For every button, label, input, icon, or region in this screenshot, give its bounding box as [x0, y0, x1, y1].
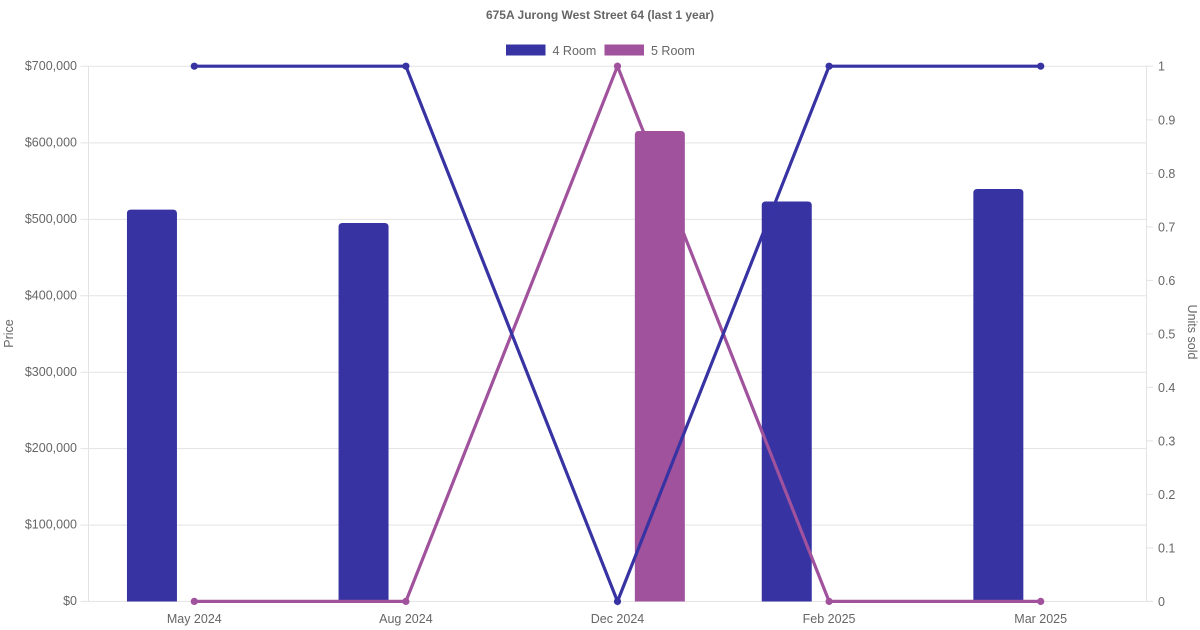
svg-text:$500,000: $500,000 [25, 212, 77, 226]
svg-text:Dec 2024: Dec 2024 [591, 612, 645, 626]
svg-text:0.3: 0.3 [1158, 434, 1175, 448]
svg-text:$0: $0 [63, 594, 77, 608]
svg-text:Units sold: Units sold [1185, 305, 1199, 360]
svg-text:0.1: 0.1 [1158, 541, 1175, 555]
svg-text:$200,000: $200,000 [25, 441, 77, 455]
svg-text:5 Room: 5 Room [651, 44, 695, 58]
svg-text:$400,000: $400,000 [25, 288, 77, 302]
svg-text:$700,000: $700,000 [25, 59, 77, 73]
svg-text:0.2: 0.2 [1158, 488, 1175, 502]
svg-text:0.5: 0.5 [1158, 327, 1175, 341]
svg-text:$300,000: $300,000 [25, 365, 77, 379]
svg-text:1: 1 [1158, 60, 1165, 74]
svg-text:Feb 2025: Feb 2025 [803, 612, 856, 626]
svg-text:$600,000: $600,000 [25, 136, 77, 150]
svg-text:675A Jurong West Street 64 (la: 675A Jurong West Street 64 (last 1 year) [486, 8, 714, 22]
svg-text:0.7: 0.7 [1158, 220, 1175, 234]
svg-text:4 Room: 4 Room [553, 44, 597, 58]
svg-text:Mar 2025: Mar 2025 [1014, 612, 1067, 626]
svg-text:0.6: 0.6 [1158, 274, 1175, 288]
svg-text:0.9: 0.9 [1158, 113, 1175, 127]
svg-text:0: 0 [1158, 595, 1165, 609]
svg-text:Price: Price [2, 319, 16, 348]
svg-text:0.8: 0.8 [1158, 167, 1175, 181]
svg-text:Aug 2024: Aug 2024 [379, 612, 433, 626]
svg-text:$100,000: $100,000 [25, 518, 77, 532]
svg-text:May 2024: May 2024 [167, 612, 222, 626]
svg-text:0.4: 0.4 [1158, 381, 1175, 395]
